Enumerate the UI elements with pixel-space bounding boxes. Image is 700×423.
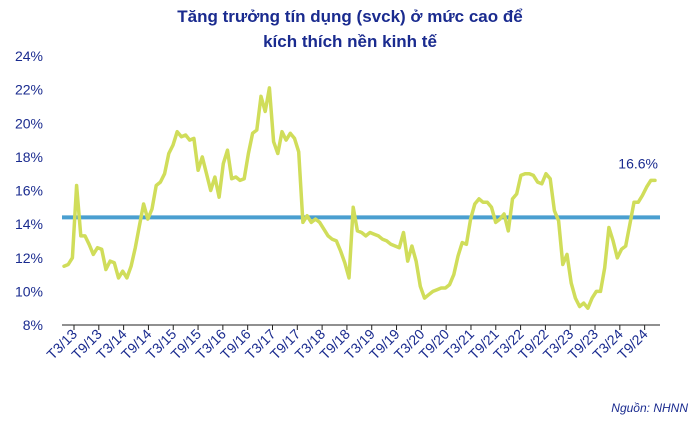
series-line xyxy=(62,86,657,310)
y-tick-label: 24% xyxy=(15,48,43,64)
x-axis: T3/13T9/13T3/14T9/14T3/15T9/15T3/16T9/16… xyxy=(43,325,651,362)
chart-title-line2: kích thích nền kinh tế xyxy=(263,32,437,51)
y-tick-label: 16% xyxy=(15,183,43,199)
chart-title: Tăng trưởng tín dụng (svck) ở mức cao để… xyxy=(0,4,700,54)
y-tick-label: 18% xyxy=(15,149,43,165)
y-tick-label: 10% xyxy=(15,283,43,299)
source-note: Nguồn: NHNN xyxy=(611,401,688,415)
y-tick-label: 20% xyxy=(15,115,43,131)
chart-title-line1: Tăng trưởng tín dụng (svck) ở mức cao để xyxy=(177,7,523,26)
y-axis: 8% 10% 12% 14% 16% 18% 20% 22% 24% xyxy=(15,48,43,333)
y-tick-label: 14% xyxy=(15,216,43,232)
end-value-label: 16.6% xyxy=(618,155,658,171)
y-tick-label: 12% xyxy=(15,250,43,266)
y-tick-label: 8% xyxy=(23,317,43,333)
y-tick-label: 22% xyxy=(15,82,43,98)
